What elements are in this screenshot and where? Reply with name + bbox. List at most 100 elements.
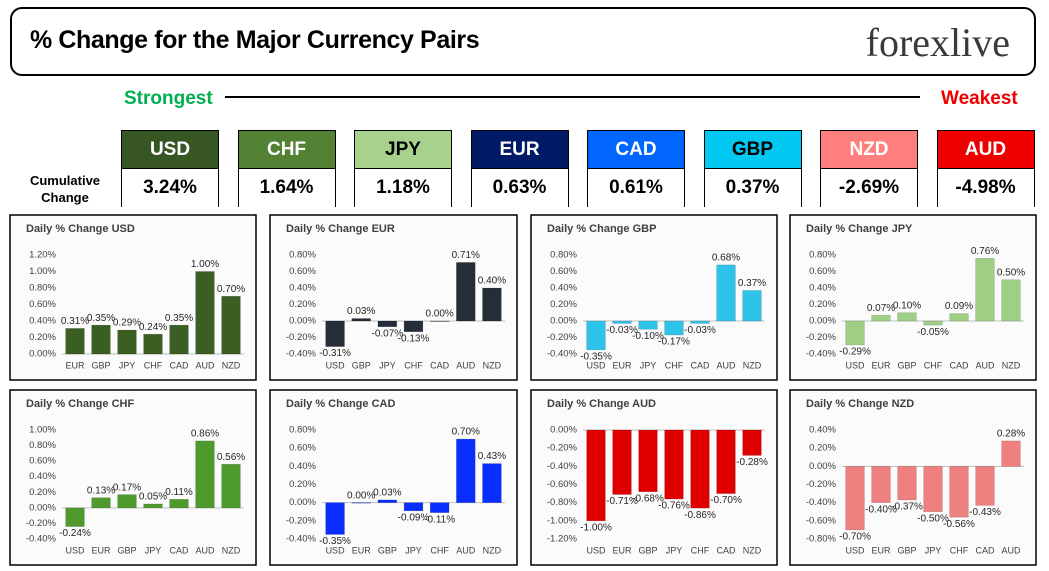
bar bbox=[91, 324, 111, 355]
bar bbox=[742, 290, 762, 322]
y-tick-label: 0.40% bbox=[29, 471, 56, 482]
cumulative-change: -2.69% bbox=[821, 169, 917, 207]
currency-name: GBP bbox=[704, 131, 801, 169]
cumulative-change: 0.63% bbox=[471, 169, 568, 207]
data-label: 0.50% bbox=[997, 267, 1025, 278]
y-tick-label: 0.00% bbox=[289, 316, 316, 327]
cumulative-change: 0.61% bbox=[588, 169, 684, 207]
data-label: 0.11% bbox=[165, 487, 193, 498]
chart-panel bbox=[9, 389, 257, 566]
currency-name: CAD bbox=[588, 131, 684, 169]
bar bbox=[897, 466, 917, 501]
data-label: -0.05% bbox=[917, 327, 949, 338]
chart-title: Daily % Change GBP bbox=[547, 223, 656, 235]
currency-name: AUD bbox=[937, 131, 1034, 169]
bar bbox=[377, 320, 398, 328]
x-tick-label: AUD bbox=[1001, 545, 1021, 555]
bar bbox=[923, 466, 943, 513]
x-tick-label: CAD bbox=[716, 545, 736, 555]
scale-line bbox=[225, 96, 920, 98]
y-tick-label: -0.20% bbox=[26, 518, 57, 529]
currency-name: USD bbox=[122, 131, 218, 169]
data-label: 0.86% bbox=[191, 429, 219, 440]
x-tick-label: EUR bbox=[871, 545, 891, 555]
data-label: 0.00% bbox=[425, 309, 453, 320]
x-tick-label: NZD bbox=[743, 360, 762, 370]
bar bbox=[897, 312, 917, 322]
y-tick-label: 0.60% bbox=[809, 266, 836, 277]
y-tick-label: -0.20% bbox=[806, 332, 837, 343]
bar bbox=[1001, 279, 1021, 322]
x-tick-label: JPY bbox=[925, 545, 942, 555]
x-tick-label: GBP bbox=[378, 545, 397, 555]
data-label: -0.43% bbox=[969, 507, 1001, 518]
data-label: -0.07% bbox=[372, 328, 404, 339]
x-tick-label: JPY bbox=[379, 360, 396, 370]
y-tick-label: 0.80% bbox=[550, 250, 577, 261]
bar bbox=[612, 429, 632, 495]
strongest-label: Strongest bbox=[124, 88, 213, 109]
x-tick-label: CAD bbox=[430, 360, 450, 370]
y-tick-label: -0.60% bbox=[547, 479, 578, 490]
x-tick-label: JPY bbox=[640, 360, 657, 370]
x-tick-label: NZD bbox=[1002, 360, 1021, 370]
data-label: 0.09% bbox=[945, 301, 973, 312]
bar bbox=[377, 499, 398, 503]
bar bbox=[690, 320, 710, 324]
bar bbox=[195, 440, 215, 509]
x-tick-label: USD bbox=[586, 360, 606, 370]
y-tick-label: 0.00% bbox=[29, 349, 56, 360]
bar bbox=[221, 295, 241, 355]
bar bbox=[586, 429, 606, 522]
cumulative-change: 1.64% bbox=[238, 169, 335, 207]
chart-title: Daily % Change AUD bbox=[547, 398, 656, 410]
data-label: -0.13% bbox=[398, 333, 430, 344]
y-tick-label: 0.60% bbox=[29, 299, 56, 310]
bar bbox=[117, 494, 137, 509]
bar bbox=[91, 497, 111, 509]
data-label: -0.09% bbox=[398, 512, 430, 523]
bar bbox=[949, 313, 969, 322]
data-label: -0.76% bbox=[658, 501, 690, 512]
page-title: % Change for the Major Currency Pairs bbox=[30, 26, 480, 54]
bar bbox=[871, 466, 891, 503]
x-tick-label: EUR bbox=[65, 360, 85, 370]
y-tick-label: 0.80% bbox=[809, 250, 836, 261]
data-label: -0.29% bbox=[839, 347, 871, 358]
bar bbox=[716, 264, 736, 322]
chart-panel bbox=[789, 214, 1037, 381]
data-label: -0.17% bbox=[658, 337, 690, 348]
cumulative-change: -4.98% bbox=[937, 169, 1034, 207]
chart-panel bbox=[269, 389, 518, 566]
y-tick-label: -0.20% bbox=[806, 479, 837, 490]
data-label: 0.10% bbox=[893, 300, 921, 311]
data-label: 0.03% bbox=[373, 488, 401, 499]
currency-name: EUR bbox=[471, 131, 568, 169]
chart-panel bbox=[530, 214, 778, 381]
data-label: -0.03% bbox=[684, 325, 716, 336]
y-tick-label: -0.40% bbox=[806, 497, 837, 508]
data-label: 0.43% bbox=[478, 451, 506, 462]
y-tick-label: 0.20% bbox=[289, 479, 316, 490]
chart-title: Daily % Change CHF bbox=[26, 398, 134, 410]
cumulative-change: 1.18% bbox=[355, 169, 451, 207]
data-label: 0.70% bbox=[217, 284, 245, 295]
y-tick-label: -0.20% bbox=[547, 332, 578, 343]
y-tick-label: -0.40% bbox=[26, 534, 57, 545]
bar bbox=[975, 257, 995, 322]
bar bbox=[429, 320, 450, 322]
cumulative-change: 3.24% bbox=[122, 169, 218, 207]
currency-box: NZD -2.69% bbox=[820, 130, 918, 207]
data-label: -0.03% bbox=[606, 325, 638, 336]
bar bbox=[638, 429, 658, 493]
x-tick-label: USD bbox=[845, 360, 865, 370]
data-label: -0.70% bbox=[839, 532, 871, 543]
chart-panel bbox=[269, 214, 518, 381]
bar bbox=[143, 333, 163, 355]
bar bbox=[429, 502, 450, 513]
x-tick-label: CAD bbox=[975, 545, 995, 555]
data-label: 0.07% bbox=[867, 303, 895, 314]
y-tick-label: 0.00% bbox=[809, 316, 836, 327]
bar bbox=[949, 466, 969, 518]
data-label: 0.05% bbox=[139, 492, 167, 503]
